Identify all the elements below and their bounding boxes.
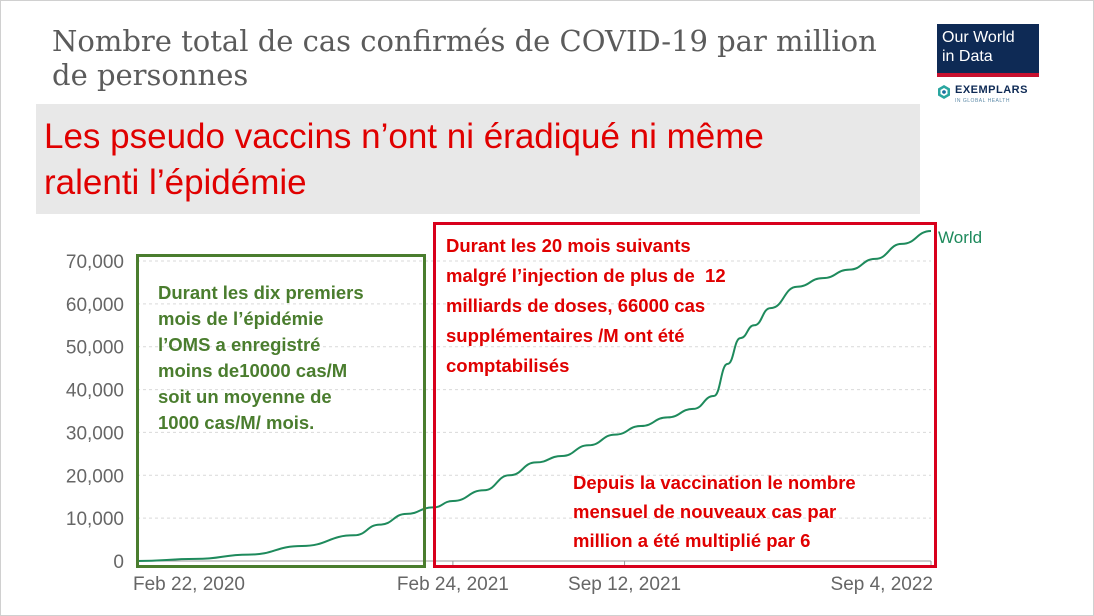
headline-line-1: Les pseudo vaccins n’ont ni éradiqué ni … (44, 117, 764, 156)
y-tick-label: 30,000 (66, 423, 124, 444)
series-label-world: World (938, 228, 982, 247)
logo-box: Our World in Data (937, 24, 1039, 77)
vaccination-period-line: malgré l’injection de plus de 12 (446, 265, 726, 286)
multiplier-line: mensuel de nouveaux cas par (573, 501, 837, 522)
owid-logo: Our World in Data EXEMPLARS IN GLOBAL HE… (937, 24, 1039, 104)
first-period-line: moins de10000 cas/M (158, 360, 348, 381)
y-tick-label: 20,000 (66, 466, 124, 487)
first-period-box (136, 254, 426, 568)
vaccination-period-line: supplémentaires /M ont été (446, 325, 685, 346)
vaccination-period-box (433, 222, 937, 568)
headline-line-2: ralenti l’épidémie (44, 163, 307, 202)
y-tick-label: 40,000 (66, 381, 124, 402)
x-tick-label: Sep 12, 2021 (568, 574, 681, 595)
exemplars-badge: EXEMPLARS IN GLOBAL HEALTH (937, 80, 1039, 104)
y-tick-label: 70,000 (66, 252, 124, 273)
vaccination-period-line: comptabilisés (446, 355, 570, 376)
y-tick-label: 10,000 (66, 509, 124, 530)
x-tick-label: Sep 4, 2022 (831, 574, 933, 595)
vaccination-period-line: milliards de doses, 66000 cas (446, 295, 706, 316)
logo-line2: in Data (942, 48, 993, 65)
vaccination-period-line: Durant les 20 mois suivants (446, 235, 691, 256)
multiplier-line: Depuis la vaccination le nombre (573, 472, 856, 493)
exemplars-text: EXEMPLARS (955, 84, 1028, 96)
y-tick-label: 60,000 (66, 295, 124, 316)
first-period-annotation: Durant les dix premiers mois de l’épidém… (158, 280, 420, 436)
logo-line1: Our World (942, 29, 1015, 46)
y-tick-label: 0 (113, 552, 124, 573)
chart-title: Nombre total de cas confirmés de COVID-1… (52, 24, 877, 92)
multiplier-line: million a été multiplié par 6 (573, 530, 811, 551)
first-period-line: soit un moyenne de (158, 386, 332, 407)
headline-text: Les pseudo vaccins n’ont ni éradiqué ni … (44, 114, 914, 206)
x-tick-label: Feb 22, 2020 (133, 574, 245, 595)
headline-banner: Les pseudo vaccins n’ont ni éradiqué ni … (36, 104, 920, 214)
first-period-line: l’OMS a enregistré (158, 334, 321, 355)
exemplars-icon (938, 85, 950, 99)
multiplier-annotation: Depuis la vaccination le nombre mensuel … (573, 468, 933, 555)
first-period-line: Durant les dix premiers (158, 282, 364, 303)
y-tick-label: 50,000 (66, 338, 124, 359)
vaccination-period-annotation: Durant les 20 mois suivants malgré l’inj… (446, 231, 916, 381)
x-tick-label: Feb 24, 2021 (397, 574, 509, 595)
series-line-world (136, 230, 932, 562)
exemplars-subtext: IN GLOBAL HEALTH (955, 98, 1010, 104)
first-period-line: 1000 cas/M/ mois. (158, 412, 315, 433)
first-period-line: mois de l’épidémie (158, 308, 324, 329)
